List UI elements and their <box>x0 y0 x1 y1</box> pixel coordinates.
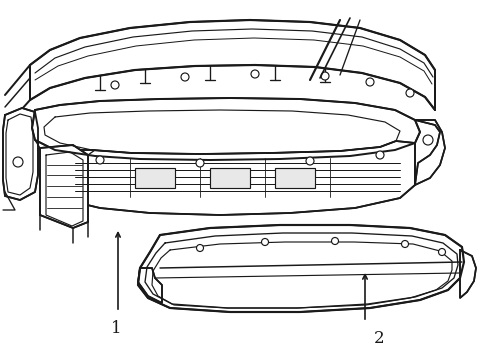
Circle shape <box>439 248 445 256</box>
Circle shape <box>181 73 189 81</box>
Polygon shape <box>40 145 88 228</box>
Text: 2: 2 <box>374 330 384 347</box>
Polygon shape <box>415 120 445 185</box>
Circle shape <box>366 78 374 86</box>
Circle shape <box>423 135 433 145</box>
Polygon shape <box>210 168 250 188</box>
Circle shape <box>406 89 414 97</box>
Circle shape <box>376 151 384 159</box>
Circle shape <box>401 240 409 248</box>
Polygon shape <box>40 141 415 215</box>
Polygon shape <box>30 20 435 110</box>
Polygon shape <box>135 168 175 188</box>
Polygon shape <box>3 108 38 200</box>
Circle shape <box>251 70 259 78</box>
Polygon shape <box>138 268 162 303</box>
Circle shape <box>262 239 269 246</box>
Circle shape <box>332 238 339 244</box>
Polygon shape <box>275 168 315 188</box>
Circle shape <box>96 156 104 164</box>
Circle shape <box>196 159 204 167</box>
Circle shape <box>13 157 23 167</box>
Circle shape <box>321 72 329 80</box>
Circle shape <box>196 244 203 252</box>
Text: 1: 1 <box>111 320 122 337</box>
Circle shape <box>111 81 119 89</box>
Circle shape <box>306 157 314 165</box>
Polygon shape <box>460 250 476 298</box>
Polygon shape <box>138 225 464 312</box>
Polygon shape <box>32 98 420 160</box>
